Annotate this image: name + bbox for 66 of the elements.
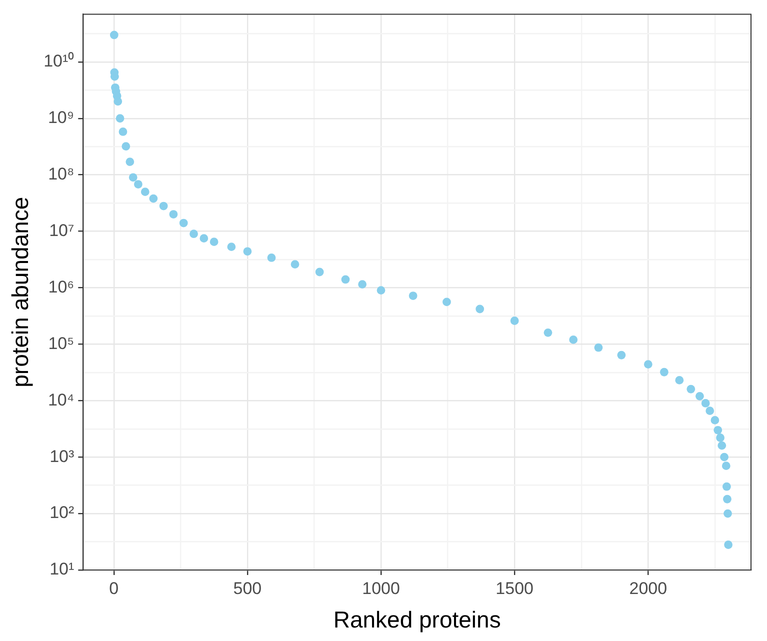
y-tick-label: 10³ xyxy=(50,446,74,466)
y-tick-label: 10² xyxy=(50,503,74,522)
point xyxy=(617,350,626,360)
point xyxy=(159,202,168,210)
point xyxy=(510,316,519,325)
point xyxy=(716,434,724,442)
point xyxy=(569,336,578,344)
point xyxy=(110,30,118,40)
point xyxy=(116,114,124,123)
point xyxy=(476,304,484,314)
point xyxy=(267,254,276,262)
y-tick-label: 10⁷ xyxy=(49,220,74,240)
x-tick-label: 1500 xyxy=(496,578,534,598)
point xyxy=(210,238,218,246)
x-tick-label: 0 xyxy=(109,578,119,598)
point xyxy=(179,218,188,228)
y-tick-label: 10¹⁰ xyxy=(44,52,74,71)
point xyxy=(442,298,451,306)
point xyxy=(724,540,732,549)
point xyxy=(315,268,324,276)
point xyxy=(408,292,418,300)
point xyxy=(243,247,252,256)
x-axis-title: Ranked proteins xyxy=(333,606,501,633)
point xyxy=(376,286,386,295)
y-tick-label: 10⁵ xyxy=(48,334,74,353)
y-tick-label: 10⁸ xyxy=(48,164,74,184)
point xyxy=(594,343,603,352)
y-axis-title: protein abundance xyxy=(7,196,34,388)
point xyxy=(341,275,350,284)
point xyxy=(190,230,198,238)
point xyxy=(290,260,300,268)
point xyxy=(149,194,158,203)
point xyxy=(710,416,720,424)
point xyxy=(696,392,704,400)
point xyxy=(723,494,732,504)
point xyxy=(706,406,714,416)
point xyxy=(660,368,668,376)
point xyxy=(722,482,731,491)
point xyxy=(227,242,236,252)
point xyxy=(134,180,142,188)
point xyxy=(140,188,150,196)
point xyxy=(675,376,684,384)
point xyxy=(114,97,122,106)
x-tick-label: 500 xyxy=(233,578,262,598)
point xyxy=(128,173,138,182)
y-tick-label: 10¹ xyxy=(50,560,74,579)
point xyxy=(126,158,134,166)
x-tick-label: 2000 xyxy=(629,578,668,598)
y-tick-label: 10⁶ xyxy=(48,277,74,296)
point xyxy=(686,384,696,394)
point xyxy=(122,142,130,150)
point xyxy=(701,399,710,408)
point xyxy=(544,328,552,337)
y-tick-label: 10⁹ xyxy=(48,108,74,128)
point xyxy=(200,234,208,243)
y-tick-label: 10⁴ xyxy=(48,390,74,410)
point xyxy=(720,452,728,462)
point xyxy=(358,280,367,288)
point xyxy=(722,462,730,470)
point xyxy=(118,128,128,136)
point xyxy=(724,509,732,518)
point xyxy=(169,210,178,218)
point xyxy=(714,426,722,434)
x-tick-label: 1000 xyxy=(362,578,400,598)
point xyxy=(718,441,726,450)
point xyxy=(644,360,652,369)
